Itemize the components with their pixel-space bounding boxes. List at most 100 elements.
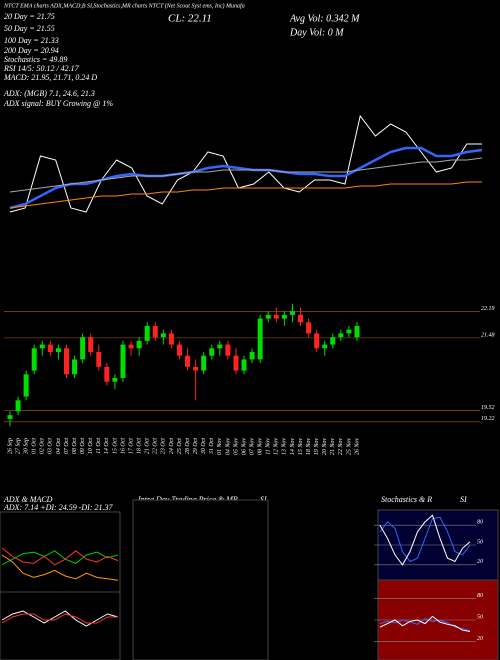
ema200: 200 Day = 20.94 [4,46,59,55]
panel-title: Stochastics & R [381,495,432,504]
candle-body [289,311,295,315]
ema20: 20 Day = 21.75 [4,12,55,21]
candle-body [330,337,336,345]
y-tick-label: 19.52 [481,405,495,411]
line [1,613,118,624]
date-label: 22 Nov [338,438,344,456]
rsi: RSI 14/5: 50.12 / 42.17 [3,64,80,73]
date-label: 08 Oct [72,438,78,454]
candle-body [96,352,102,367]
candle-body [80,337,86,360]
date-label: 19 Nov [314,438,320,456]
close: CL: 22.11 [168,13,212,25]
line [9,146,483,210]
y-tick-label: 50 [477,539,483,545]
avg-vol: Avg Vol: 0.342 M [289,13,360,24]
line [9,181,482,209]
candle-body [193,366,199,371]
candle-body [273,314,279,319]
candle-body [136,340,142,349]
date-label: 04 Oct [55,438,62,454]
candle-body [314,333,320,349]
candle-body [47,344,53,352]
macd: MACD: 21.95, 21.71, 0.24 D [3,73,97,82]
adx: ADX: (MGB) 7.1, 24.6, 21.3 [3,89,95,98]
line [1,610,119,627]
y-tick-label: 21.48 [481,331,495,338]
candle-body [23,374,29,397]
date-label: 05 Nov [233,438,239,456]
date-label: 02 Oct [40,438,46,454]
date-label: 22 Oct [153,438,159,454]
date-label: 13 Nov [282,438,288,456]
candle-body [104,366,110,382]
date-label: 26 Sep [7,438,13,454]
date-label: 14 Nov [289,438,296,456]
candle-body [63,348,69,375]
candle-body [298,314,304,323]
candle-body [217,344,223,349]
candle-body [128,344,134,349]
line [9,157,483,193]
candle-body [209,348,215,356]
candle-body [346,329,352,334]
date-label: 11 Nov [266,438,272,455]
line [9,114,482,213]
stochastics: Stochastics = 49.89 [4,55,67,64]
line [1,547,119,566]
macd-panel [0,591,121,660]
candle-body [72,359,78,375]
panel-title: SI [460,495,467,504]
candle-body [201,355,207,371]
candle-body [257,318,263,360]
adx-values: ADX: 7.14 +DI: 24.59 -DI: 21.37 [3,503,113,512]
date-label: 25 Oct [177,438,183,454]
date-label: 29 Oct [193,438,199,454]
date-label: 06 Nov [241,438,247,456]
candle-body [338,333,344,338]
top-strip: NTCT EMA charts ADX,MACD,B SI,Stochastic… [3,2,245,9]
date-label: 21 Nov [330,438,336,456]
line [379,514,471,566]
candle-body [39,344,45,349]
date-label: 01 Nov [217,438,223,456]
y-tick-label: 80 [477,520,483,526]
y-tick-label: 50 [477,614,483,620]
panel-title: Intra Day Trading Price & MR [137,495,238,504]
candle-body [112,378,118,382]
date-label: 21 Oct [145,438,151,454]
date-label: 30 Oct [201,438,207,455]
date-label: 14 Oct [103,438,110,454]
candle-body [168,333,174,345]
date-label: 27 Sep [15,438,21,454]
date-label: 26 Nov [354,438,360,456]
date-label: 01 Oct [32,438,38,454]
date-label: 18 Oct [136,438,142,454]
candle-body [152,326,158,338]
intraday-panel [132,499,269,660]
date-label: 04 Nov [224,438,231,456]
candle-body [176,344,182,356]
date-label: 18 Nov [306,438,312,456]
line [1,550,119,566]
date-label: 17 Oct [128,438,134,454]
y-tick-label: 19.22 [481,416,495,422]
candle-body [55,348,61,352]
candle-body [241,359,247,371]
line [379,516,471,563]
y-tick-label: 80 [477,593,483,599]
panel-title: ADX & MACD [3,495,53,504]
date-label: 07 Oct [64,438,70,454]
adx-signal: ADX signal: BUY Growing @ 1% [3,99,113,108]
candle-body [322,344,328,349]
candle-body [88,337,94,352]
date-label: 31 Oct [209,438,215,455]
date-label: 20 Nov [322,438,328,456]
date-label: 12 Nov [274,438,280,456]
candle-body [225,344,231,356]
candle-body [120,344,126,378]
candle-body [185,355,191,367]
date-label: 16 Oct [120,438,126,454]
ema100: 100 Day = 21.33 [4,36,59,45]
